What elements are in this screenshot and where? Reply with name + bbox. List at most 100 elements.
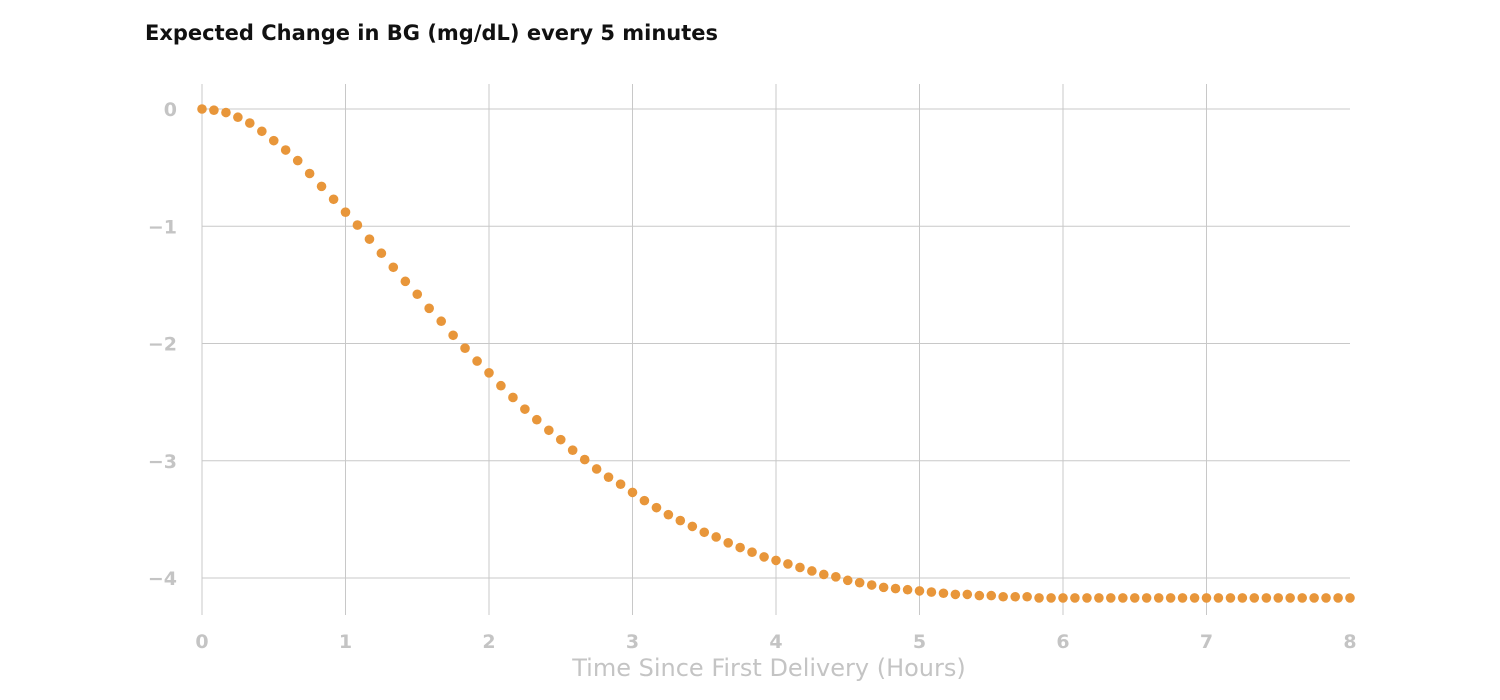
y-tick-label: −1 xyxy=(148,216,177,238)
data-point xyxy=(316,181,327,192)
data-point xyxy=(723,538,734,548)
data-point xyxy=(1070,593,1080,603)
data-point xyxy=(472,356,482,366)
x-tick-label: 7 xyxy=(1200,631,1213,653)
data-point xyxy=(257,126,267,137)
data-point xyxy=(842,575,853,586)
data-point xyxy=(328,194,339,205)
data-point xyxy=(627,487,638,498)
data-points xyxy=(197,104,1355,603)
data-point xyxy=(1058,593,1068,603)
data-point xyxy=(400,276,411,287)
data-point xyxy=(1285,593,1295,603)
data-point xyxy=(221,107,231,118)
data-point xyxy=(986,590,997,601)
data-point xyxy=(926,587,937,597)
data-point xyxy=(1345,593,1355,603)
data-point xyxy=(496,380,506,391)
data-point xyxy=(304,168,315,179)
data-point xyxy=(866,580,877,590)
x-tick-label: 1 xyxy=(339,631,352,653)
data-point xyxy=(1333,593,1343,603)
data-point xyxy=(1237,593,1248,603)
data-point xyxy=(795,562,805,573)
data-point xyxy=(1177,593,1188,603)
x-tick-label: 2 xyxy=(482,631,495,653)
data-point xyxy=(735,542,745,553)
data-point xyxy=(1249,593,1260,603)
data-point xyxy=(831,572,841,582)
y-tick-label: −3 xyxy=(148,451,177,473)
x-tick-label: 0 xyxy=(195,631,208,653)
data-point xyxy=(711,532,721,542)
y-tick-label: −2 xyxy=(148,334,177,356)
x-tick-label: 4 xyxy=(769,631,782,653)
data-point xyxy=(1297,593,1308,603)
data-point xyxy=(567,445,578,456)
data-point xyxy=(1201,593,1212,603)
data-point xyxy=(280,145,291,155)
data-point xyxy=(1046,593,1056,603)
data-point xyxy=(950,589,961,600)
data-point xyxy=(615,479,626,490)
data-point xyxy=(579,454,590,465)
data-point xyxy=(998,591,1008,602)
data-point xyxy=(1309,593,1319,603)
data-point xyxy=(1118,593,1128,603)
data-point xyxy=(1129,593,1140,603)
data-point xyxy=(699,527,710,538)
data-point xyxy=(1213,593,1224,603)
data-point xyxy=(1153,593,1164,603)
data-point xyxy=(974,590,985,601)
tick-labels: 0 1 2 3 4 5 6 7 8 0 −1 −2 −3 −4 xyxy=(148,99,1357,653)
data-point xyxy=(555,434,566,445)
data-point xyxy=(687,521,698,532)
data-point xyxy=(675,515,686,526)
data-point xyxy=(1261,593,1272,603)
data-point xyxy=(436,316,447,327)
x-tick-label: 5 xyxy=(913,631,926,653)
data-point xyxy=(268,135,279,146)
data-point xyxy=(1189,593,1200,603)
data-point xyxy=(388,262,399,273)
data-point xyxy=(878,582,889,593)
data-point xyxy=(591,464,602,474)
data-point xyxy=(807,566,817,576)
data-point xyxy=(544,425,554,436)
data-point xyxy=(1082,593,1092,603)
data-point xyxy=(1022,591,1032,602)
data-point xyxy=(890,583,901,594)
x-tick-label: 8 xyxy=(1343,631,1356,653)
data-point xyxy=(1165,593,1176,603)
data-point xyxy=(1141,593,1152,603)
x-tick-label: 6 xyxy=(1056,631,1069,653)
data-point xyxy=(1034,593,1044,603)
data-point xyxy=(376,248,387,259)
data-point xyxy=(364,234,375,244)
data-point xyxy=(1225,593,1236,603)
data-point xyxy=(771,555,781,566)
data-point xyxy=(759,552,769,562)
data-point xyxy=(747,547,757,557)
data-point xyxy=(1010,591,1021,602)
data-point xyxy=(818,569,829,580)
data-point xyxy=(914,586,925,596)
data-point xyxy=(1273,593,1284,603)
data-point xyxy=(244,118,255,128)
data-point xyxy=(292,155,303,166)
data-point xyxy=(233,112,243,123)
data-point xyxy=(651,502,662,513)
data-point xyxy=(412,289,423,300)
data-point xyxy=(1094,593,1104,603)
x-axis-label: Time Since First Delivery (Hours) xyxy=(571,654,966,682)
data-point xyxy=(938,588,949,599)
data-point xyxy=(460,343,470,353)
chart-title: Expected Change in BG (mg/dL) every 5 mi… xyxy=(145,21,718,45)
data-point xyxy=(962,589,973,600)
data-point xyxy=(603,472,614,482)
x-tick-label: 3 xyxy=(626,631,639,653)
data-point xyxy=(520,404,530,414)
data-point xyxy=(531,414,542,425)
data-point xyxy=(352,220,363,230)
